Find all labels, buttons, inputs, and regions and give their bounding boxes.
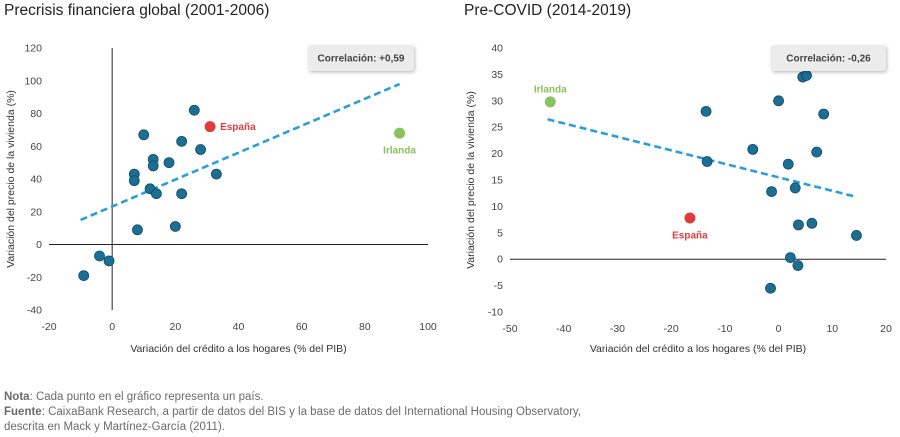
data-point — [132, 224, 143, 236]
correlation-label: Correlación: +0,59 — [318, 54, 405, 65]
y-tick-label: 35 — [491, 69, 503, 81]
data-point — [188, 104, 200, 116]
x-axis-label: Variación del crédito a los hogares (% d… — [130, 343, 346, 355]
x-axis-label: Variación del crédito a los hogares (% d… — [590, 343, 806, 355]
data-point — [138, 129, 150, 141]
y-tick-label: 0 — [497, 254, 503, 266]
y-tick-label: 40 — [491, 43, 503, 55]
y-tick-label: -20 — [27, 272, 42, 284]
y-tick-label: 20 — [491, 148, 503, 160]
data-point — [818, 108, 830, 120]
y-tick-label: 25 — [491, 122, 503, 134]
y-tick-label: 80 — [30, 108, 42, 120]
highlight-point-españa — [204, 121, 216, 133]
y-tick-label: 60 — [30, 141, 42, 153]
x-tick-label: 20 — [880, 323, 892, 335]
highlight-label-irlanda: Irlanda — [383, 146, 416, 157]
chart-1-title: Precrisis financiera global (2001-2006) — [4, 2, 270, 19]
y-tick-label: 100 — [24, 75, 42, 87]
data-point — [784, 252, 796, 264]
x-tick-label: -30 — [610, 323, 625, 335]
source-text: : CaixaBank Research, a partir de datos … — [4, 406, 582, 433]
data-point — [210, 168, 222, 180]
trend-line — [547, 118, 857, 199]
data-point — [78, 270, 90, 282]
data-point — [176, 135, 188, 147]
x-tick-label: 20 — [169, 321, 181, 333]
x-tick-label: 0 — [109, 321, 115, 333]
data-point — [793, 219, 804, 231]
highlight-point-irlanda — [544, 96, 556, 108]
x-tick-label: 0 — [776, 323, 782, 335]
source-line: Fuente: CaixaBank Research, a partir de … — [4, 405, 604, 435]
correlation-label: Correlación: -0,26 — [786, 54, 871, 65]
data-point — [195, 144, 207, 155]
x-tick-label: 60 — [296, 321, 308, 333]
data-point — [789, 182, 801, 194]
y-tick-label: -10 — [488, 307, 503, 319]
chart-2-title: Pre-COVID (2014-2019) — [464, 2, 632, 19]
data-point — [811, 146, 823, 158]
x-tick-label: 100 — [419, 321, 437, 333]
notes-block: Nota: Cada punto en el gráfico represent… — [4, 390, 604, 435]
data-point — [701, 156, 713, 167]
data-point — [128, 175, 140, 187]
x-tick-label: 10 — [826, 323, 838, 335]
y-tick-label: -40 — [27, 305, 42, 317]
data-point — [806, 217, 818, 229]
highlight-label-españa: España — [672, 231, 708, 242]
data-point — [765, 282, 776, 294]
data-point — [150, 188, 162, 200]
note-line: Nota: Cada punto en el gráfico represent… — [4, 390, 604, 405]
data-point — [700, 105, 712, 117]
y-tick-label: 120 — [24, 43, 42, 55]
y-tick-label: 5 — [497, 227, 503, 239]
data-point — [103, 255, 115, 267]
y-tick-label: 30 — [491, 95, 503, 107]
data-point — [766, 186, 777, 198]
chart-1: -40 -20 0 20 40 60 80 100 120 -20 0 20 40 60 80 100 Vari… — [5, 43, 437, 356]
trend-line — [80, 82, 401, 222]
highlight-label-españa: España — [220, 122, 256, 133]
data-point — [773, 95, 784, 107]
source-label: Fuente — [4, 406, 42, 418]
x-tick-label: -50 — [502, 323, 517, 335]
y-axis-label: Variación del precio de la vivienda (%) — [5, 90, 17, 268]
data-point — [792, 260, 804, 271]
data-point — [176, 188, 188, 200]
y-tick-label: 20 — [30, 206, 42, 218]
highlight-label-irlanda: Irlanda — [534, 84, 567, 95]
y-tick-label: 40 — [30, 174, 42, 186]
correlation-box — [308, 45, 414, 71]
data-point — [782, 158, 794, 170]
y-tick-label: -5 — [494, 280, 503, 292]
data-point — [747, 143, 759, 155]
x-tick-label: -40 — [556, 323, 571, 335]
data-point — [801, 70, 812, 81]
y-tick-label: 10 — [491, 201, 503, 213]
data-point — [147, 160, 159, 172]
y-tick-label: 0 — [36, 239, 42, 251]
note-label: Nota — [4, 391, 30, 403]
x-tick-label: -10 — [717, 323, 732, 335]
x-tick-label: -20 — [664, 323, 679, 335]
data-point — [169, 221, 181, 232]
data-point — [851, 230, 862, 241]
note-text: : Cada punto en el gráfico representa un… — [29, 391, 264, 403]
data-point — [94, 250, 105, 262]
x-tick-label: 80 — [359, 321, 371, 333]
correlation-box — [771, 45, 886, 71]
x-tick-label: 40 — [233, 321, 245, 333]
highlight-point-españa — [684, 212, 696, 224]
data-point — [163, 157, 175, 169]
y-tick-label: 15 — [491, 175, 503, 187]
y-axis-label: Variación del precio de la vivienda (%) — [465, 91, 477, 269]
highlight-point-irlanda — [394, 127, 406, 139]
x-tick-label: -20 — [41, 321, 56, 333]
